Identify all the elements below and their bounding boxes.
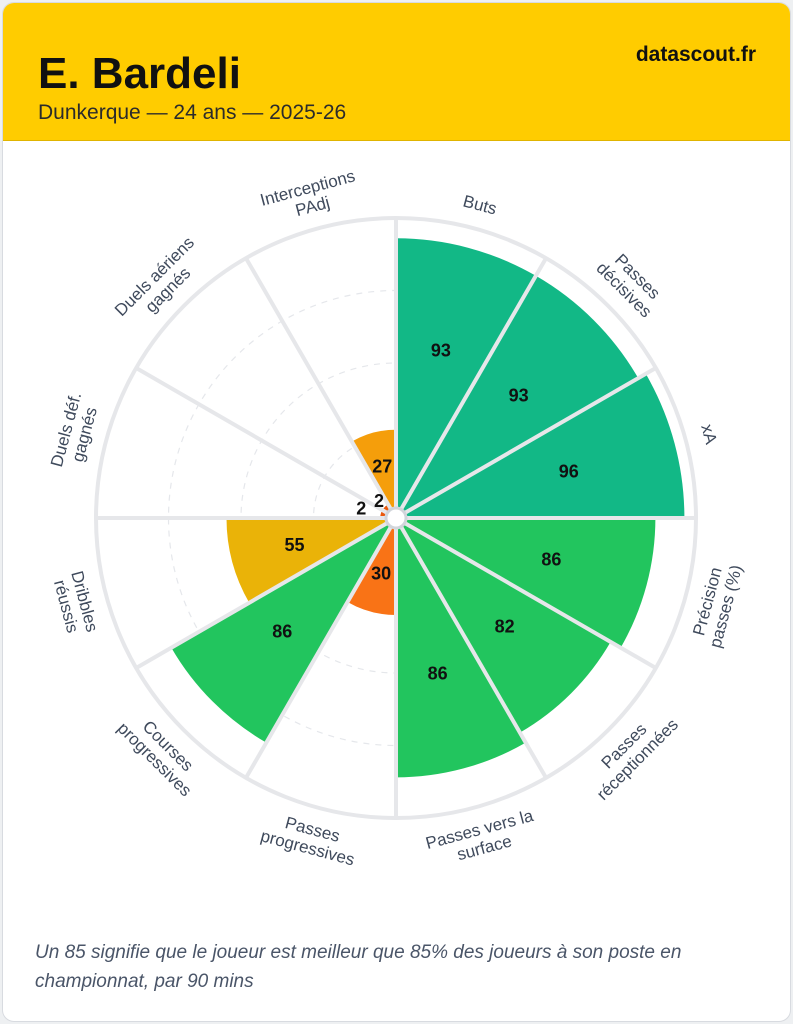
outer-ring: [94, 216, 698, 820]
category-label-11: InterceptionsPAdj: [258, 166, 362, 228]
spoke: [399, 525, 548, 779]
bar-7: [171, 523, 391, 743]
bar-0: [396, 238, 536, 510]
value-label-10: 2: [374, 491, 384, 511]
category-label-9: Duels déf.gagnés: [47, 390, 104, 474]
bar-11: [351, 429, 396, 510]
category-label-3: Précisionpasses (%): [687, 558, 746, 650]
category-label-8: Dribblesréussis: [49, 569, 102, 639]
bars: [171, 238, 685, 778]
spoke: [244, 525, 393, 779]
value-label-11: 27: [372, 457, 392, 477]
spoke: [135, 521, 389, 670]
bar-6: [347, 526, 396, 615]
value-label-9: 2: [356, 499, 366, 519]
bar-8: [226, 518, 388, 603]
value-labels: 93 93 96 86 82 86 30 86 55 2 2 27: [272, 340, 578, 683]
player-subtitle: Dunkerque — 24 ans — 2025-26: [38, 101, 347, 124]
value-label-6: 30: [371, 564, 391, 584]
separator-spokes: [96, 218, 696, 818]
bar-4: [401, 523, 611, 733]
bar-3: [404, 518, 656, 648]
bar-2: [404, 373, 685, 518]
category-label-0: Buts: [461, 191, 499, 218]
brand-logo-text: datascout.fr: [635, 43, 756, 66]
header-banner: E. Bardeli Dunkerque — 24 ans — 2025-26 …: [3, 3, 790, 141]
value-label-5: 86: [428, 663, 448, 683]
value-label-2: 96: [559, 462, 579, 482]
spoke: [135, 366, 389, 515]
value-label-0: 93: [431, 340, 451, 360]
category-label-2: xA: [697, 422, 721, 447]
category-label-6: Passesprogressives: [259, 808, 362, 870]
center-hub: [384, 506, 408, 530]
player-name: E. Bardeli: [38, 49, 241, 98]
spoke: [244, 257, 393, 511]
value-label-8: 55: [284, 535, 304, 555]
bar-5: [396, 526, 526, 778]
spoke: [403, 521, 657, 670]
value-label-7: 86: [272, 622, 292, 642]
value-label-3: 86: [541, 550, 561, 570]
value-label-4: 82: [495, 617, 515, 637]
spoke: [399, 257, 548, 511]
footnote: Un 85 signifie que le joueur est meilleu…: [35, 942, 682, 992]
bar-1: [401, 275, 639, 513]
spoke: [403, 366, 657, 515]
value-label-1: 93: [509, 385, 529, 405]
